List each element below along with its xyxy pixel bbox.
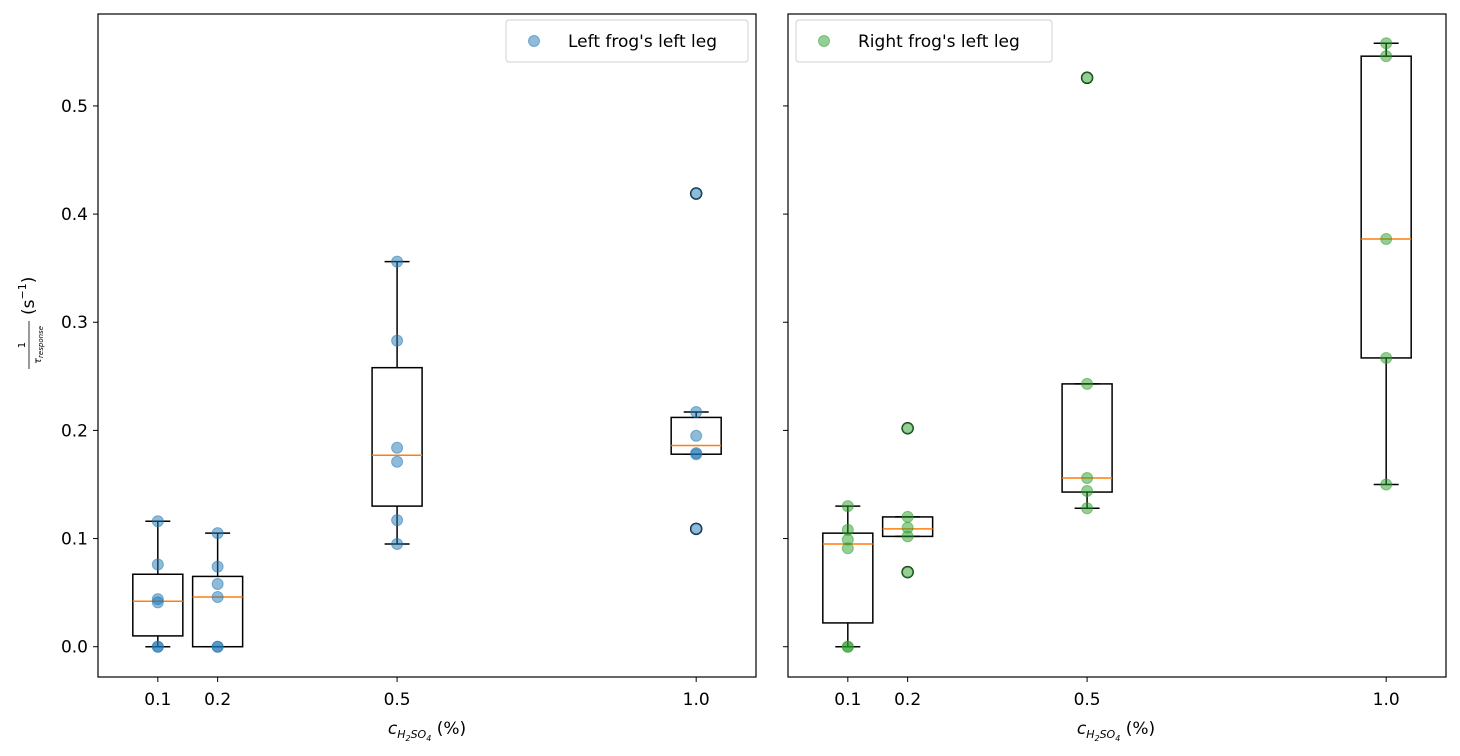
data-point xyxy=(151,596,164,609)
data-point xyxy=(690,429,703,442)
y-tick-label: 0.3 xyxy=(61,313,88,333)
panel-left: 0.0 0.1 0.2 0.3 0.4 0.5 0.1 0.2 0.5 1.0 Left frog'… xyxy=(61,13,757,710)
legend-label: Left frog's left leg xyxy=(568,32,717,52)
data-point xyxy=(1380,37,1393,50)
y-tick-label: 0.0 xyxy=(61,638,88,658)
data-point xyxy=(841,640,854,653)
y-label-numerator: 1 xyxy=(17,342,28,348)
data-point xyxy=(1081,484,1094,497)
y-label-unit: (s−1) xyxy=(16,277,39,315)
data-point xyxy=(690,406,703,419)
x-tick-label: 0.5 xyxy=(384,690,411,710)
x-tick-label: 1.0 xyxy=(1373,690,1400,710)
axes-frame xyxy=(787,13,1447,678)
legend-label: Right frog's left leg xyxy=(858,32,1020,52)
data-point xyxy=(690,522,703,535)
data-point xyxy=(151,558,164,571)
data-point xyxy=(211,577,224,590)
data-point xyxy=(901,422,914,435)
box-iqr xyxy=(371,366,423,507)
data-point xyxy=(211,590,224,603)
x-tick-label: 1.0 xyxy=(683,690,710,710)
data-point xyxy=(841,500,854,513)
data-point xyxy=(1380,232,1393,245)
data-point xyxy=(1081,471,1094,484)
x-tick-label: 0.1 xyxy=(834,690,861,710)
x-axis-label-left: cH2SO4 (%) xyxy=(388,719,466,743)
y-tick-label: 0.2 xyxy=(61,421,88,441)
y-tick-label: 0.4 xyxy=(61,205,88,225)
data-point xyxy=(391,455,404,468)
legend-marker xyxy=(528,35,540,47)
x-tick-label: 0.2 xyxy=(204,690,231,710)
data-point xyxy=(901,510,914,523)
data-point xyxy=(211,640,224,653)
x-tick-label: 0.5 xyxy=(1074,690,1101,710)
x-tick-label: 0.2 xyxy=(894,690,921,710)
data-point xyxy=(1081,377,1094,390)
data-point xyxy=(901,566,914,579)
data-point xyxy=(391,441,404,454)
legend: Right frog's left leg xyxy=(795,19,1053,63)
data-point xyxy=(151,640,164,653)
y-tick-label: 0.5 xyxy=(61,97,88,117)
data-point xyxy=(211,560,224,573)
box-iqr xyxy=(132,573,184,637)
legend-marker xyxy=(818,35,830,47)
y-axis-label: 1 τresponse (s−1) xyxy=(16,277,45,369)
data-point xyxy=(690,448,703,461)
data-point xyxy=(391,255,404,268)
legend: Left frog's left leg xyxy=(505,19,749,63)
data-point xyxy=(391,537,404,550)
data-point xyxy=(211,527,224,540)
y-label-denominator: τresponse xyxy=(33,326,45,364)
data-point xyxy=(1380,351,1393,364)
legend-box xyxy=(795,19,1053,63)
panel-right: 0.1 0.2 0.5 1.0 Right frog's left leg xyxy=(783,13,1447,710)
y-tick-label: 0.1 xyxy=(61,530,88,550)
panels: 0.0 0.1 0.2 0.3 0.4 0.5 0.1 0.2 0.5 1.0 Left frog'… xyxy=(61,13,1447,710)
data-point xyxy=(391,334,404,347)
x-axis-label-right: cH2SO4 (%) xyxy=(1077,719,1155,743)
data-point xyxy=(1380,478,1393,491)
data-point xyxy=(690,187,703,200)
axes-frame xyxy=(97,13,757,678)
data-point xyxy=(1380,50,1393,63)
data-point xyxy=(1081,502,1094,515)
data-point xyxy=(841,542,854,555)
legend-box xyxy=(505,19,749,63)
data-point xyxy=(901,530,914,543)
data-point xyxy=(391,514,404,527)
data-point xyxy=(1081,71,1094,84)
data-point xyxy=(151,515,164,528)
x-tick-label: 0.1 xyxy=(144,690,171,710)
